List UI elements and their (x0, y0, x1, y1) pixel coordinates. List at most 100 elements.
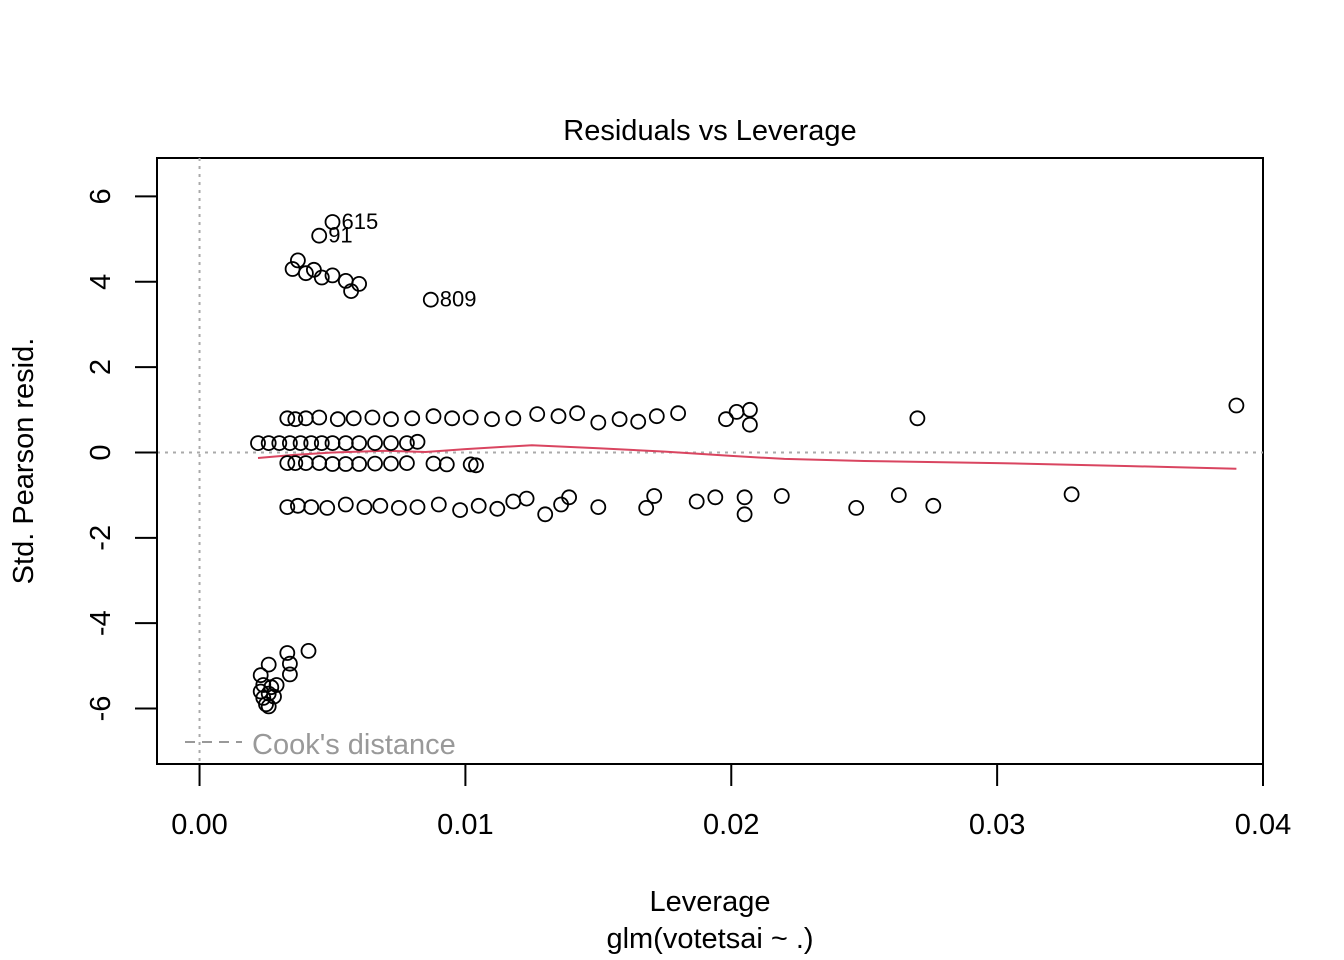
data-point (561, 489, 577, 506)
data-point (260, 435, 277, 452)
data-point (611, 411, 628, 428)
y-tick-label: -4 (85, 610, 117, 636)
data-point (351, 435, 368, 452)
reference-lines (157, 158, 1263, 764)
data-point (372, 497, 389, 514)
point-label: 615 (342, 209, 379, 234)
data-point (281, 435, 298, 452)
data-point (345, 410, 362, 427)
data-point (297, 265, 314, 282)
x-tick-label: 0.01 (437, 809, 493, 841)
data-point (444, 410, 461, 427)
data-point (260, 698, 277, 715)
plot-area-frame (156, 157, 1264, 765)
data-point (688, 493, 705, 510)
data-point (281, 655, 298, 672)
point-label: 91 (328, 223, 352, 248)
data-point (383, 411, 399, 428)
smooth-line-layer (257, 444, 1237, 470)
data-point (590, 499, 607, 516)
data-point (848, 499, 865, 516)
legend-label: Cook's distance (252, 729, 456, 761)
data-point (287, 455, 304, 472)
x-axis-sublabel: glm(votetsai ~ .) (606, 923, 813, 955)
data-point (718, 411, 734, 428)
data-point (489, 500, 506, 517)
data-point (319, 499, 336, 516)
data-point (438, 456, 455, 473)
x-tick-label: 0.03 (969, 809, 1025, 841)
x-tick-label: 0.04 (1235, 809, 1291, 841)
data-point (271, 435, 288, 452)
data-point (300, 643, 317, 659)
data-point (305, 261, 322, 278)
data-point (297, 455, 314, 472)
data-point (550, 408, 567, 425)
point-label: 809 (440, 287, 477, 312)
data-point (736, 489, 753, 506)
y-axis-label: Std. Pearson resid. (8, 338, 40, 585)
data-point (260, 656, 277, 673)
data-point (281, 666, 298, 683)
labeled-data-point (324, 214, 341, 230)
data-point (398, 435, 415, 452)
data-point (925, 497, 942, 514)
data-point (289, 252, 306, 269)
y-axis: -6 -4 -2 0 2 4 6 (85, 188, 158, 722)
y-tick-label: -2 (85, 525, 117, 551)
y-tick-label: 2 (85, 359, 117, 375)
data-point (250, 435, 266, 452)
x-tick-label: 0.00 (171, 809, 227, 841)
data-point (303, 499, 320, 516)
data-point (529, 406, 546, 423)
data-point (468, 457, 484, 474)
data-point (343, 283, 360, 300)
y-tick-label: 0 (85, 444, 117, 460)
data-point (505, 410, 522, 427)
data-point (707, 489, 724, 506)
data-point (356, 499, 373, 516)
data-point (648, 408, 665, 425)
data-point (1228, 397, 1245, 414)
data-point (638, 499, 655, 516)
data-point (537, 506, 554, 523)
data-point (409, 499, 426, 516)
data-point (425, 455, 442, 472)
data-point (569, 405, 585, 422)
data-point (518, 490, 535, 507)
data-point (279, 499, 296, 516)
data-point (287, 411, 304, 428)
data-point (311, 409, 328, 426)
data-point (742, 401, 758, 418)
data-point (430, 496, 447, 513)
data-point (252, 667, 269, 684)
data-point (484, 411, 500, 428)
data-point (1063, 486, 1080, 503)
data-point (383, 455, 399, 472)
data-point (337, 435, 354, 452)
data-point (505, 493, 522, 510)
x-axis: 0.00 0.01 0.02 0.03 0.04 (171, 763, 1291, 841)
data-point (364, 409, 381, 426)
data-point (367, 435, 383, 452)
data-point (279, 410, 296, 427)
chart-title: Residuals vs Leverage (563, 115, 856, 147)
data-point (409, 433, 426, 450)
data-point (404, 410, 421, 427)
data-point (367, 455, 383, 472)
smooth-line (257, 444, 1237, 470)
data-point (398, 455, 415, 472)
data-point (383, 435, 399, 452)
data-point (590, 414, 607, 431)
x-axis-label: Leverage (650, 886, 771, 918)
data-point (773, 488, 790, 504)
data-point (462, 409, 479, 426)
data-point (266, 688, 282, 705)
labeled-data-point (422, 291, 439, 308)
y-tick-label: 6 (85, 188, 117, 204)
y-tick-label: -6 (85, 696, 117, 722)
data-point (425, 408, 442, 425)
data-point (311, 455, 328, 472)
